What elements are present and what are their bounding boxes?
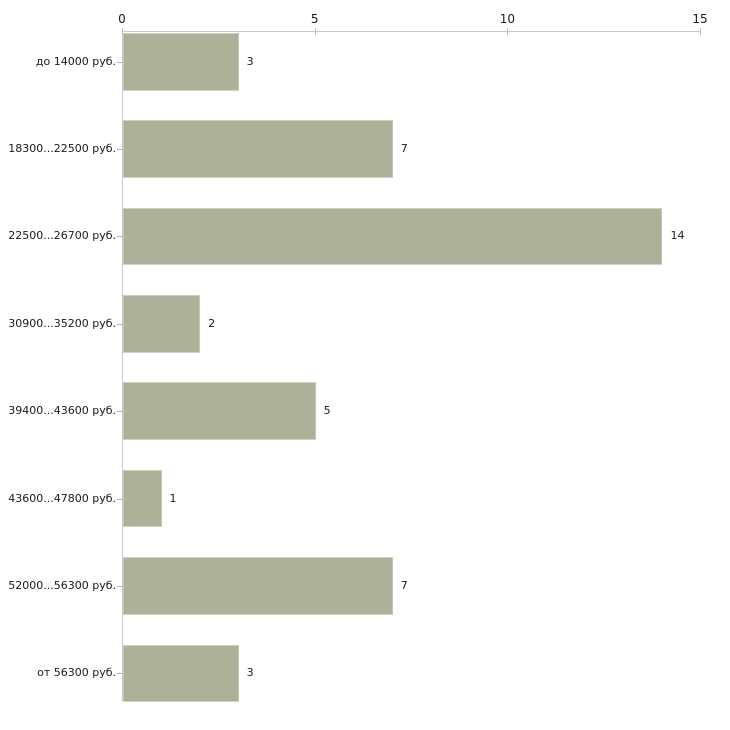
bar-value-label: 3 [246,54,254,68]
bar-value-label: 7 [400,578,408,592]
category-tick-mark [117,673,122,674]
category-tick-mark [117,236,122,237]
category-label: 52000...56300 руб. [8,578,116,592]
x-axis-tick-label: 15 [692,12,708,26]
bar-value-label: 2 [208,316,216,330]
bar-value-label: 1 [169,491,177,505]
category-tick-mark [117,149,122,150]
bar-value-label: 14 [670,229,685,243]
y-axis-line [122,31,123,701]
category-label: 22500...26700 руб. [8,229,116,243]
x-axis-tick-mark [122,28,123,35]
x-axis-tick-label: 5 [310,12,319,26]
category-label: до 14000 руб. [35,54,116,68]
x-axis-tick-mark [314,28,316,35]
bar-value-label: 3 [246,666,254,680]
category-tick-mark [117,62,122,63]
category-label: 39400...43600 руб. [8,404,116,418]
x-axis-tick-mark [700,28,701,35]
bar [123,33,239,91]
category-tick-mark [117,324,122,325]
x-axis-tick-label: 10 [499,12,515,26]
bar [123,644,239,703]
category-tick-mark [117,499,122,500]
x-axis-tick-label: 0 [118,12,126,26]
bar [123,295,201,353]
bar-value-label: 7 [400,142,408,156]
category-tick-mark [117,586,122,587]
bar [123,120,393,178]
bar [123,469,162,528]
category-label: от 56300 руб. [37,666,116,680]
category-label: 43600...47800 руб. [8,491,116,505]
x-axis-tick-mark [507,28,509,35]
bar [123,557,393,615]
category-tick-mark [117,411,122,412]
bar-value-label: 5 [323,404,331,418]
x-axis-line [122,31,701,32]
category-label: 18300...22500 руб. [8,142,116,156]
bar [123,207,663,266]
bar [123,382,316,440]
category-label: 30900...35200 руб. [8,316,116,330]
